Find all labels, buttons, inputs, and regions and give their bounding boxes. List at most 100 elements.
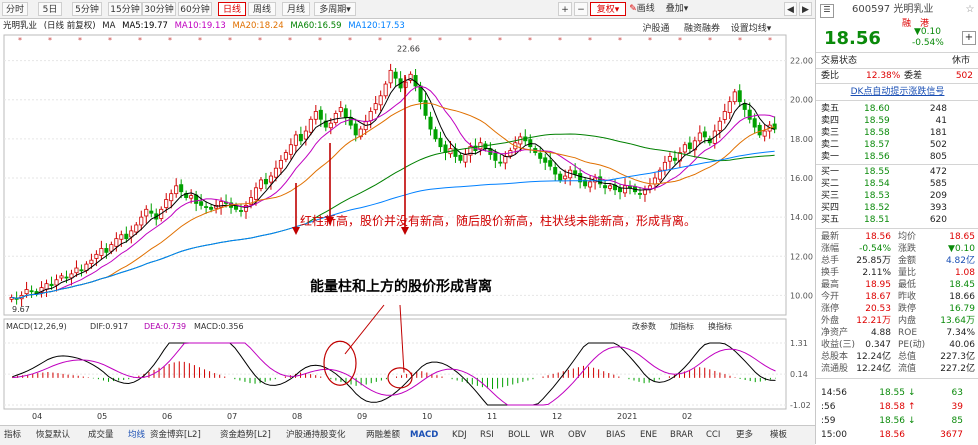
- period-5day[interactable]: 5日: [38, 2, 62, 16]
- stat-label: 涨跌: [898, 244, 917, 254]
- tag-gang[interactable]: 港: [920, 19, 930, 29]
- candle-body: [273, 167, 278, 178]
- divider: [816, 100, 978, 101]
- prev-button[interactable]: ◀: [784, 2, 797, 16]
- candle-body: [74, 267, 79, 274]
- pencil-icon: ✎: [629, 4, 637, 14]
- period-60min[interactable]: 60分钟: [178, 2, 212, 16]
- period-monthly[interactable]: 月线: [282, 2, 310, 16]
- add-watch-icon[interactable]: +: [962, 31, 976, 45]
- chevron-down-icon: ▾: [346, 5, 351, 15]
- star-icon[interactable]: ☆: [965, 4, 975, 15]
- indicator-tab[interactable]: BRAR: [670, 430, 694, 440]
- ask-label: 卖二: [821, 140, 840, 150]
- menu-icon[interactable]: ☰: [820, 4, 834, 18]
- ma-settings-button[interactable]: 设置均线▾: [728, 22, 774, 36]
- divergence-circle: [323, 340, 357, 386]
- month-label: 12: [552, 412, 562, 421]
- stat-label: 流值: [898, 364, 917, 374]
- arrow-head: [292, 227, 300, 235]
- period-weekly[interactable]: 周线: [248, 2, 276, 16]
- month-label: 09: [357, 412, 367, 421]
- event-star-marker: *: [138, 36, 142, 45]
- period-15min[interactable]: 15分钟: [108, 2, 142, 16]
- chevron-down-icon: ▾: [766, 24, 772, 34]
- ask-price: 18.59: [864, 116, 890, 126]
- indicator-tab[interactable]: 资金趋势[L2]: [220, 430, 271, 440]
- indicator-tab[interactable]: 指标: [4, 430, 22, 440]
- dea-line: [12, 342, 776, 406]
- draw-line-button[interactable]: ✎画线: [628, 2, 656, 16]
- adjust-button[interactable]: 复权▾: [590, 2, 626, 16]
- indicator-tab[interactable]: 模板: [770, 430, 788, 440]
- stat-value: 13.64万: [940, 316, 975, 326]
- candle-body: [518, 136, 523, 145]
- stat-row: 最新 18.56 均价 18.65: [816, 231, 978, 243]
- indicator-tab[interactable]: OBV: [568, 430, 587, 440]
- event-star-marker: *: [498, 36, 502, 45]
- ma120-value: MA120:17.53: [348, 21, 405, 31]
- indicator-tab[interactable]: BOLL: [508, 430, 530, 440]
- candle-body: [618, 187, 623, 193]
- indicator-tab[interactable]: 恢复默认: [36, 430, 71, 440]
- indicator-tab[interactable]: 资金博弈[L2]: [150, 430, 201, 440]
- period-5min[interactable]: 5分钟: [72, 2, 102, 16]
- price-axis-label: 16.00: [790, 174, 813, 183]
- tick-flag: ↑: [908, 402, 916, 412]
- ask-label: 卖四: [821, 116, 840, 126]
- indicator-tab[interactable]: RSI: [480, 430, 494, 440]
- divergence-note-2: 能量柱和上方的股价形成背离: [310, 279, 492, 295]
- stat-label: 换手: [821, 268, 840, 278]
- indicator-tab[interactable]: KDJ: [452, 430, 467, 440]
- indicator-tab[interactable]: 两融差额: [366, 430, 401, 440]
- ma20-line: [11, 102, 775, 299]
- overlay-button[interactable]: 叠加▾: [662, 2, 692, 16]
- kline-chart[interactable]: 22.00 20.00 18.00 16.00 14.00 12.00 10.00 * * * * *…: [0, 33, 815, 425]
- zoom-out-button[interactable]: −: [574, 2, 588, 16]
- candle-body: [443, 144, 448, 153]
- period-daily[interactable]: 日线: [218, 2, 246, 16]
- indicator-tab[interactable]: 更多: [736, 430, 754, 440]
- dk-signal-link[interactable]: DK点自动提示涨跌信号: [850, 87, 945, 97]
- period-multi[interactable]: 多周期▾: [314, 2, 356, 16]
- next-button[interactable]: ▶: [799, 2, 812, 16]
- zoom-in-button[interactable]: +: [558, 2, 572, 16]
- period-intraday[interactable]: 分时: [2, 2, 28, 16]
- ask-label: 卖三: [821, 128, 840, 138]
- macd-tool: 改参数: [632, 321, 656, 331]
- stat-value: 40.06: [949, 340, 975, 350]
- stat-value: 20.53: [865, 304, 891, 314]
- kline-svg[interactable]: 22.00 20.00 18.00 16.00 14.00 12.00 10.00 * * * * *…: [0, 33, 815, 425]
- divider: [816, 164, 978, 165]
- indicator-tab[interactable]: 成交量: [88, 430, 114, 440]
- candle-body: [54, 279, 59, 286]
- indicator-tab[interactable]: 均线: [128, 430, 146, 440]
- indicator-tab[interactable]: 沪股通持股变化: [286, 430, 346, 440]
- ask-volume: 181: [929, 128, 947, 138]
- stat-label: 外盘: [821, 316, 840, 326]
- indicator-tab[interactable]: CCI: [706, 430, 721, 440]
- indicator-tab[interactable]: WR: [540, 430, 555, 440]
- hk-connect-button[interactable]: 沪股通: [642, 24, 670, 34]
- indicator-tab[interactable]: MACD: [410, 430, 439, 440]
- stat-label: 量比: [898, 268, 917, 278]
- candle-body: [144, 208, 149, 217]
- ask-volume: 248: [929, 104, 947, 114]
- candle-body: [747, 109, 752, 120]
- divergence-note-1: 红柱新高，股价并没有新高，随后股价新高，柱状线未能新高，形成背离。: [300, 214, 697, 228]
- stat-value: 227.3亿: [940, 352, 975, 362]
- indicator-tab[interactable]: BIAS: [606, 430, 626, 440]
- indicator-tab[interactable]: ENE: [640, 430, 658, 440]
- stat-label: 最低: [898, 280, 917, 290]
- ma5-value: MA5:19.77: [122, 21, 168, 31]
- margin-trading-button[interactable]: 融资融券: [683, 24, 720, 34]
- event-star-marker: *: [78, 36, 82, 45]
- stat-value: 18.95: [865, 280, 891, 290]
- draw-line-label: 画线: [636, 4, 655, 14]
- bid-volume: 620: [929, 215, 947, 225]
- status-label: 交易状态: [821, 56, 858, 66]
- tag-rong[interactable]: 融: [902, 19, 912, 29]
- macd-dea: DEA:0.739: [144, 322, 186, 331]
- period-30min[interactable]: 30分钟: [142, 2, 176, 16]
- ratio-label: 委比: [821, 71, 840, 81]
